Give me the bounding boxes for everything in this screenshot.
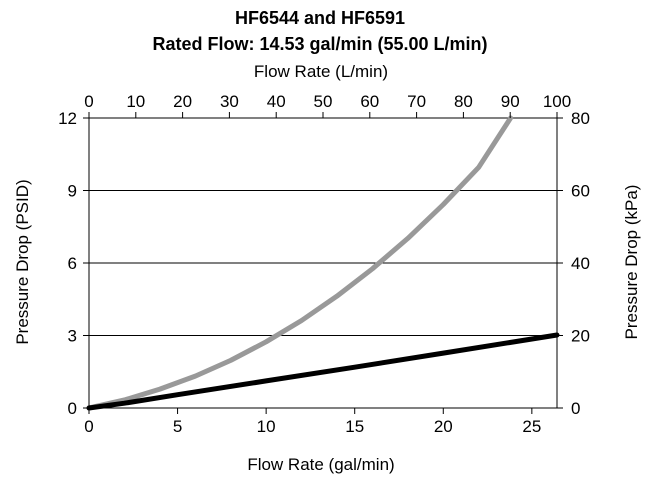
x-axis-label: Flow Rate (gal/min) — [247, 455, 394, 474]
y-tick-label-4: 12 — [58, 109, 77, 128]
y2-axis-label: Pressure Drop (kPa) — [622, 185, 641, 340]
gridlines — [89, 117, 557, 409]
data-series — [86, 115, 560, 411]
y2-tick-label-2: 40 — [571, 254, 590, 273]
x2-tick-label-1: 10 — [126, 92, 145, 111]
x2-tick-label-3: 30 — [220, 92, 239, 111]
series-line-1 — [86, 332, 560, 411]
y2-tick-label-1: 20 — [571, 327, 590, 346]
x-tick-label-5: 25 — [522, 417, 541, 436]
chart-subtitle: Rated Flow: 14.53 gal/min (55.00 L/min) — [152, 34, 487, 54]
x2-tick-label-2: 20 — [173, 92, 192, 111]
x2-tick-label-10: 100 — [543, 92, 571, 111]
axes — [83, 112, 563, 414]
x-tick-label-3: 15 — [345, 417, 364, 436]
x2-tick-label-8: 80 — [454, 92, 473, 111]
x-tick-label-1: 5 — [173, 417, 182, 436]
x2-tick-label-9: 90 — [501, 92, 520, 111]
y-tick-label-0: 0 — [68, 399, 77, 418]
y-tick-label-1: 3 — [68, 327, 77, 346]
y-axis-label: Pressure Drop (PSID) — [13, 179, 32, 344]
chart-title: HF6544 and HF6591 — [235, 8, 405, 28]
y2-tick-label-4: 80 — [571, 109, 590, 128]
x2-tick-label-6: 60 — [360, 92, 379, 111]
x-tick-label-4: 20 — [434, 417, 453, 436]
x2-axis-label: Flow Rate (L/min) — [254, 62, 388, 81]
x2-tick-label-0: 0 — [84, 92, 93, 111]
x-tick-label-0: 0 — [84, 417, 93, 436]
y-tick-label-2: 6 — [68, 254, 77, 273]
y2-tick-label-0: 0 — [571, 399, 580, 418]
x2-tick-label-4: 40 — [267, 92, 286, 111]
y2-tick-label-3: 60 — [571, 182, 590, 201]
x2-tick-label-5: 50 — [314, 92, 333, 111]
series-line-0 — [86, 115, 514, 411]
x-tick-label-2: 10 — [257, 417, 276, 436]
x2-tick-label-7: 70 — [407, 92, 426, 111]
tick-labels: 0 5 10 15 20 25 0 10 20 30 40 50 60 70 80 90 100 0 3 6 9 12 0 2… — [58, 92, 590, 436]
y-tick-label-3: 9 — [68, 182, 77, 201]
